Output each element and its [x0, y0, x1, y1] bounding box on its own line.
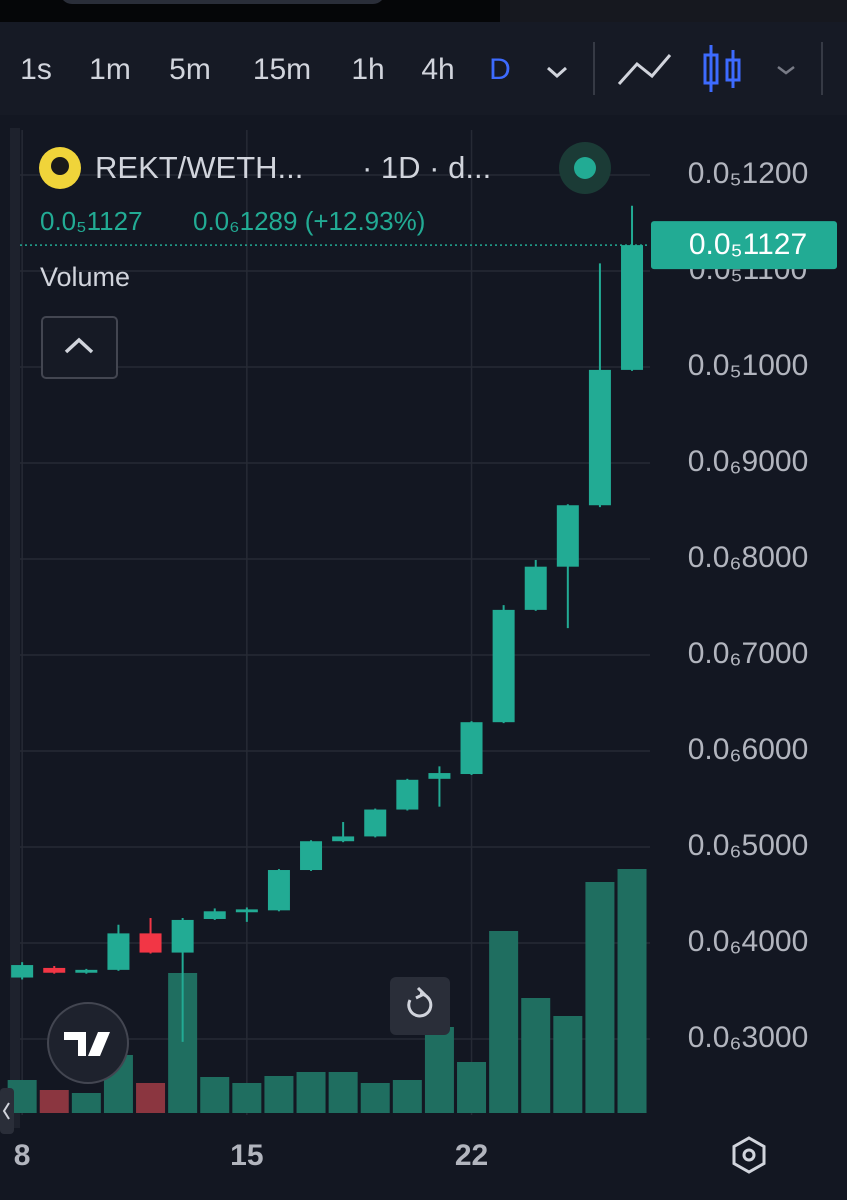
x-tick-label: 8: [14, 1139, 31, 1172]
y-tick-label: 0.0₆5000: [688, 829, 809, 862]
y-tick-label: 0.0₅1200: [688, 157, 809, 190]
volume-bar: [553, 1016, 583, 1113]
legend-close: 0.0₅1127: [40, 206, 143, 236]
candle-body: [203, 911, 226, 919]
candle-body: [171, 919, 194, 953]
reset-icon-arrow: [415, 986, 427, 1000]
plot: [7, 130, 650, 1115]
settings-button[interactable]: [732, 1136, 766, 1174]
collapse-button[interactable]: [41, 316, 118, 379]
timeframe-button[interactable]: 1m: [89, 53, 131, 86]
volume-bar: [39, 1090, 69, 1113]
candle-body: [11, 965, 34, 978]
last-price-tag: [651, 221, 837, 270]
candle-body: [556, 505, 579, 567]
candle-body: [300, 841, 323, 871]
side-tab-icon: [2, 1102, 10, 1120]
volume-bar: [392, 1080, 422, 1113]
y-tick-label: 0.0₆8000: [688, 541, 809, 574]
volume-bar: [585, 882, 615, 1113]
candle-body: [621, 245, 644, 370]
candle-body: [139, 933, 162, 953]
y-tick-label: 0.0₆6000: [688, 733, 809, 766]
timeframe-button[interactable]: D: [489, 53, 511, 86]
timeframe-button[interactable]: 1s: [20, 53, 52, 86]
logo-button[interactable]: [47, 1002, 129, 1084]
left-edge: [10, 128, 20, 1128]
y-tick-label: 0.0₅1000: [688, 349, 809, 382]
x-tick-label: 15: [230, 1139, 263, 1172]
symbol-subtitle: · 1D · d...: [362, 150, 491, 185]
reset-icon: [407, 992, 433, 1018]
volume-bar: [457, 1062, 487, 1113]
volume-bar: [424, 1027, 454, 1113]
candle-body: [492, 609, 515, 723]
volume-bar: [200, 1077, 230, 1113]
timeframe-button[interactable]: 1h: [351, 53, 384, 86]
candle-body: [396, 779, 419, 810]
candle-body: [588, 369, 611, 506]
timeframe-group: 1s 1m 5m 15m 1h 4h D: [20, 53, 511, 86]
symbol-title: REKT/WETH...: [95, 150, 303, 185]
chart-type-dropdown[interactable]: [777, 66, 795, 75]
legend-change: 0.0₆1289 (+12.93%): [193, 206, 425, 236]
timeframe-dropdown[interactable]: [547, 66, 567, 79]
timeframe-button[interactable]: 15m: [253, 53, 311, 86]
x-tick-label: 22: [455, 1139, 488, 1172]
top-panel: [500, 0, 847, 22]
candle-body: [267, 870, 290, 911]
y-tick-label: 0.0₆3000: [688, 1021, 809, 1054]
candle-body: [235, 909, 258, 913]
candle-body: [75, 969, 98, 973]
last-price-label: 0.0₅1127: [689, 228, 807, 261]
candle-body: [460, 722, 483, 775]
candle-body: [43, 967, 66, 973]
candle-body: [107, 933, 130, 970]
volume-bar: [360, 1083, 390, 1113]
volume-bar: [296, 1072, 326, 1113]
collapse-icon: [64, 337, 94, 354]
timeframe-button[interactable]: 5m: [169, 53, 211, 86]
y-tick-label: 0.0₆4000: [688, 925, 809, 958]
top-pill: [63, 0, 382, 4]
side-tab[interactable]: [0, 1088, 14, 1134]
y-tick-label: 0.0₆9000: [688, 445, 809, 478]
y-tick-label: 0.0₆7000: [688, 637, 809, 670]
volume-bar: [71, 1093, 101, 1113]
token-logo-mark: [51, 157, 69, 175]
volume-bar: [521, 998, 551, 1113]
timeframe-button[interactable]: 4h: [421, 53, 454, 86]
volume-bar: [328, 1072, 358, 1113]
volume-bar: [136, 1083, 166, 1113]
volume-legend: Volume: [40, 262, 130, 292]
candle-body: [364, 809, 387, 837]
volume-bar: [489, 931, 519, 1113]
line-chart-icon[interactable]: [617, 54, 672, 86]
volume-bar: [232, 1083, 262, 1113]
candle-body: [332, 836, 355, 842]
volume-bar: [617, 869, 647, 1113]
reset-button[interactable]: [390, 977, 450, 1035]
logo-mark: [64, 1032, 110, 1056]
candle-chart-icon[interactable]: [703, 45, 741, 92]
volume-bar: [264, 1076, 294, 1113]
settings-icon: [742, 1148, 756, 1162]
candle-body: [524, 566, 547, 610]
market-status-dot: [574, 157, 596, 179]
candle-body: [428, 773, 451, 779]
